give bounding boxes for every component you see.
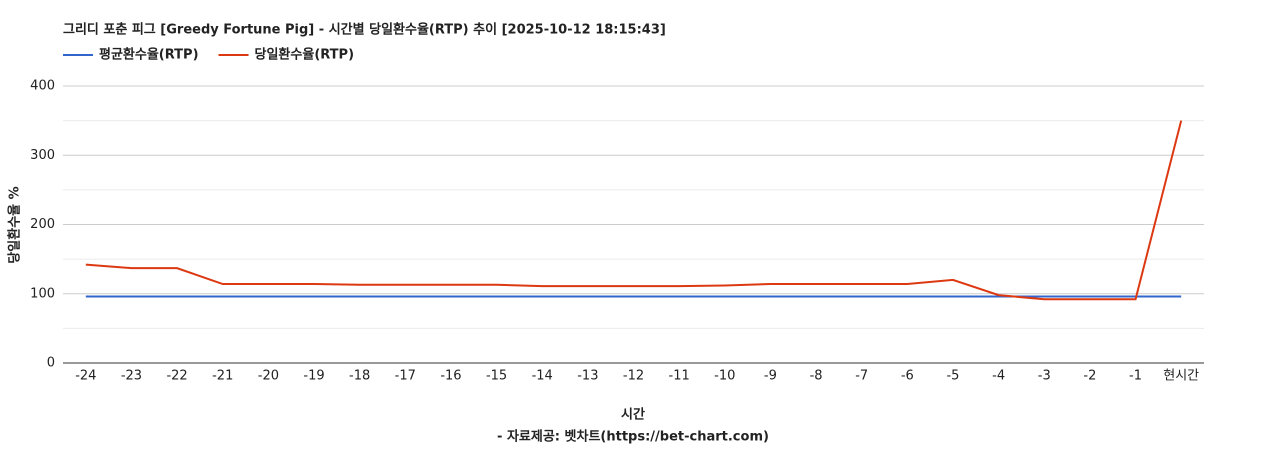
x-tick-label: -2	[1083, 369, 1096, 384]
x-tick-label: -20	[258, 369, 279, 384]
x-tick-label: -6	[901, 369, 914, 384]
y-tick-label: 300	[30, 148, 55, 163]
x-tick-label: -5	[946, 369, 959, 384]
x-tick-label: -21	[212, 369, 233, 384]
legend-label: 평균환수율(RTP)	[99, 47, 199, 63]
x-tick-label: -15	[486, 369, 507, 384]
x-tick-label: -4	[992, 369, 1005, 384]
y-tick-label: 100	[30, 286, 55, 301]
x-tick-label: -17	[395, 369, 416, 384]
x-tick-label: -13	[577, 369, 598, 384]
x-tick-label: -9	[764, 369, 777, 384]
x-tick-label: -11	[669, 369, 690, 384]
chart-title: 그리디 포춘 피그 [Greedy Fortune Pig] - 시간별 당일환…	[63, 22, 666, 38]
x-tick-label: -24	[75, 369, 96, 384]
y-tick-label: 400	[30, 79, 55, 94]
x-tick-label: -1	[1129, 369, 1142, 384]
source: - 자료제공: 벳차트(https://bet-chart.com)	[497, 429, 769, 445]
y-tick-label: 200	[30, 217, 55, 232]
x-tick-label: -22	[166, 369, 187, 384]
x-tick-label: -8	[810, 369, 823, 384]
x-tick-label: -18	[349, 369, 370, 384]
x-tick-label: -3	[1038, 369, 1051, 384]
x-tick-label: 현시간	[1163, 369, 1199, 384]
x-tick-label: -19	[303, 369, 324, 384]
x-tick-label: -16	[440, 369, 461, 384]
y-tick-label: 0	[47, 356, 55, 371]
x-tick-label: -14	[532, 369, 553, 384]
x-tick-label: -12	[623, 369, 644, 384]
x-tick-label: -7	[855, 369, 868, 384]
x-tick-label: -23	[121, 369, 142, 384]
x-axis-label: 시간	[621, 407, 645, 423]
y-axis-label: 당일환수율 %	[7, 186, 23, 263]
series-line	[85, 120, 1183, 301]
x-tick-label: -10	[714, 369, 735, 384]
legend-label: 당일환수율(RTP)	[255, 47, 355, 63]
